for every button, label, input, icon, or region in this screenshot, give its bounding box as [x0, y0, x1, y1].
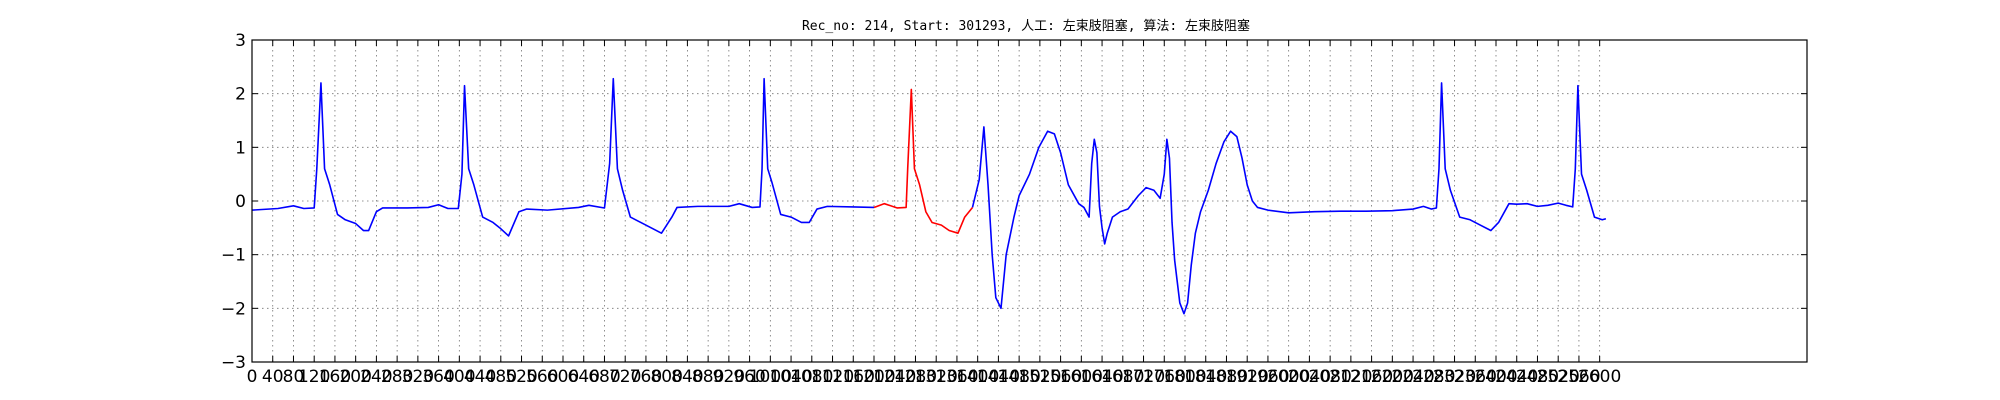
y-tick-label: −3	[221, 353, 246, 373]
x-tick-label: 1240	[873, 367, 916, 387]
x-tick-label: 560	[526, 367, 558, 387]
series-group	[251, 77, 1607, 315]
x-tick-label: 1360	[935, 367, 978, 387]
y-tick-label: −2	[221, 299, 246, 319]
x-tick-label: 2520	[1537, 367, 1580, 387]
y-tick-label: 0	[235, 192, 246, 212]
x-tick-label: 200	[339, 367, 371, 387]
x-tick-label: 1200	[852, 367, 895, 387]
x-tick-label: 1680	[1101, 367, 1144, 387]
x-tick-label: 960	[733, 367, 765, 387]
x-tick-label: 1280	[894, 367, 937, 387]
x-tick-label: 400	[443, 367, 475, 387]
x-tick-label: 1640	[1080, 367, 1123, 387]
grid-lines	[251, 39, 1807, 363]
y-axis-ticks: 3 2 1 0 −1 −2 −3	[221, 31, 1807, 373]
chart-title: Rec_no: 214, Start: 301293, 人工: 左束肢阻塞, 算…	[802, 18, 1250, 34]
x-tick-label: 1880	[1205, 367, 1248, 387]
x-tick-label: 1040	[769, 367, 812, 387]
x-tick-label: 600	[547, 367, 579, 387]
x-tick-label: 2240	[1391, 367, 1434, 387]
series-line-2	[873, 88, 974, 234]
x-tick-label: 1560	[1039, 367, 1082, 387]
x-tick-label: 2040	[1288, 367, 1331, 387]
x-tick-label: 1320	[915, 367, 958, 387]
x-tick-label: 40	[262, 367, 284, 387]
series-line-1	[251, 77, 875, 237]
x-tick-label: 1000	[749, 367, 792, 387]
y-tick-label: 1	[235, 138, 246, 158]
x-tick-label: 1720	[1122, 367, 1165, 387]
x-tick-label: 2600	[1578, 367, 1621, 387]
x-tick-label: 1440	[977, 367, 1020, 387]
x-tick-label: 160	[319, 367, 351, 387]
x-tick-label: 2080	[1309, 367, 1352, 387]
x-tick-label: 1760	[1143, 367, 1186, 387]
x-tick-label: 1520	[1018, 367, 1061, 387]
x-tick-label: 280	[381, 367, 413, 387]
x-tick-label: 1080	[790, 367, 833, 387]
x-tick-label: 800	[650, 367, 682, 387]
x-tick-label: 760	[630, 367, 662, 387]
x-tick-label: 480	[485, 367, 517, 387]
x-tick-label: 0	[247, 367, 258, 387]
x-tick-label: 2160	[1350, 367, 1393, 387]
y-tick-label: 3	[235, 31, 246, 51]
x-tick-label: 1400	[956, 367, 999, 387]
x-tick-label: 1480	[998, 367, 1041, 387]
x-tick-label: 1960	[1246, 367, 1289, 387]
x-tick-label: 2280	[1412, 367, 1455, 387]
x-tick-label: 320	[402, 367, 434, 387]
x-tick-label: 360	[422, 367, 454, 387]
x-tick-label: 2120	[1329, 367, 1372, 387]
x-tick-label: 640	[568, 367, 600, 387]
x-tick-label: 1600	[1060, 367, 1103, 387]
x-tick-label: 1160	[832, 367, 875, 387]
x-tick-label: 440	[464, 367, 496, 387]
x-tick-label: 120	[298, 367, 330, 387]
x-tick-label: 2000	[1267, 367, 1310, 387]
x-tick-label: 2480	[1516, 367, 1559, 387]
x-tick-label: 2440	[1495, 367, 1538, 387]
x-tick-label: 80	[283, 367, 305, 387]
x-tick-label: 1920	[1226, 367, 1269, 387]
y-tick-label: −1	[221, 246, 246, 266]
y-tick-label: 2	[235, 85, 246, 105]
x-tick-label: 1800	[1163, 367, 1206, 387]
x-tick-label: 2360	[1454, 367, 1497, 387]
x-tick-label: 2320	[1433, 367, 1476, 387]
x-tick-label: 2200	[1371, 367, 1414, 387]
x-tick-label: 720	[609, 367, 641, 387]
x-axis-ticks: 0 40 8012016020024028032036040044048052056…	[247, 40, 1621, 387]
x-tick-label: 520	[505, 367, 537, 387]
x-tick-label: 840	[671, 367, 703, 387]
x-tick-label: 880	[692, 367, 724, 387]
x-tick-label: 2400	[1474, 367, 1517, 387]
x-tick-label: 1120	[811, 367, 854, 387]
x-tick-label: 2560	[1557, 367, 1600, 387]
series-line-3	[971, 82, 1607, 315]
x-tick-label: 920	[713, 367, 745, 387]
x-tick-label: 240	[360, 367, 392, 387]
x-tick-label: 1840	[1184, 367, 1227, 387]
x-tick-label: 680	[588, 367, 620, 387]
